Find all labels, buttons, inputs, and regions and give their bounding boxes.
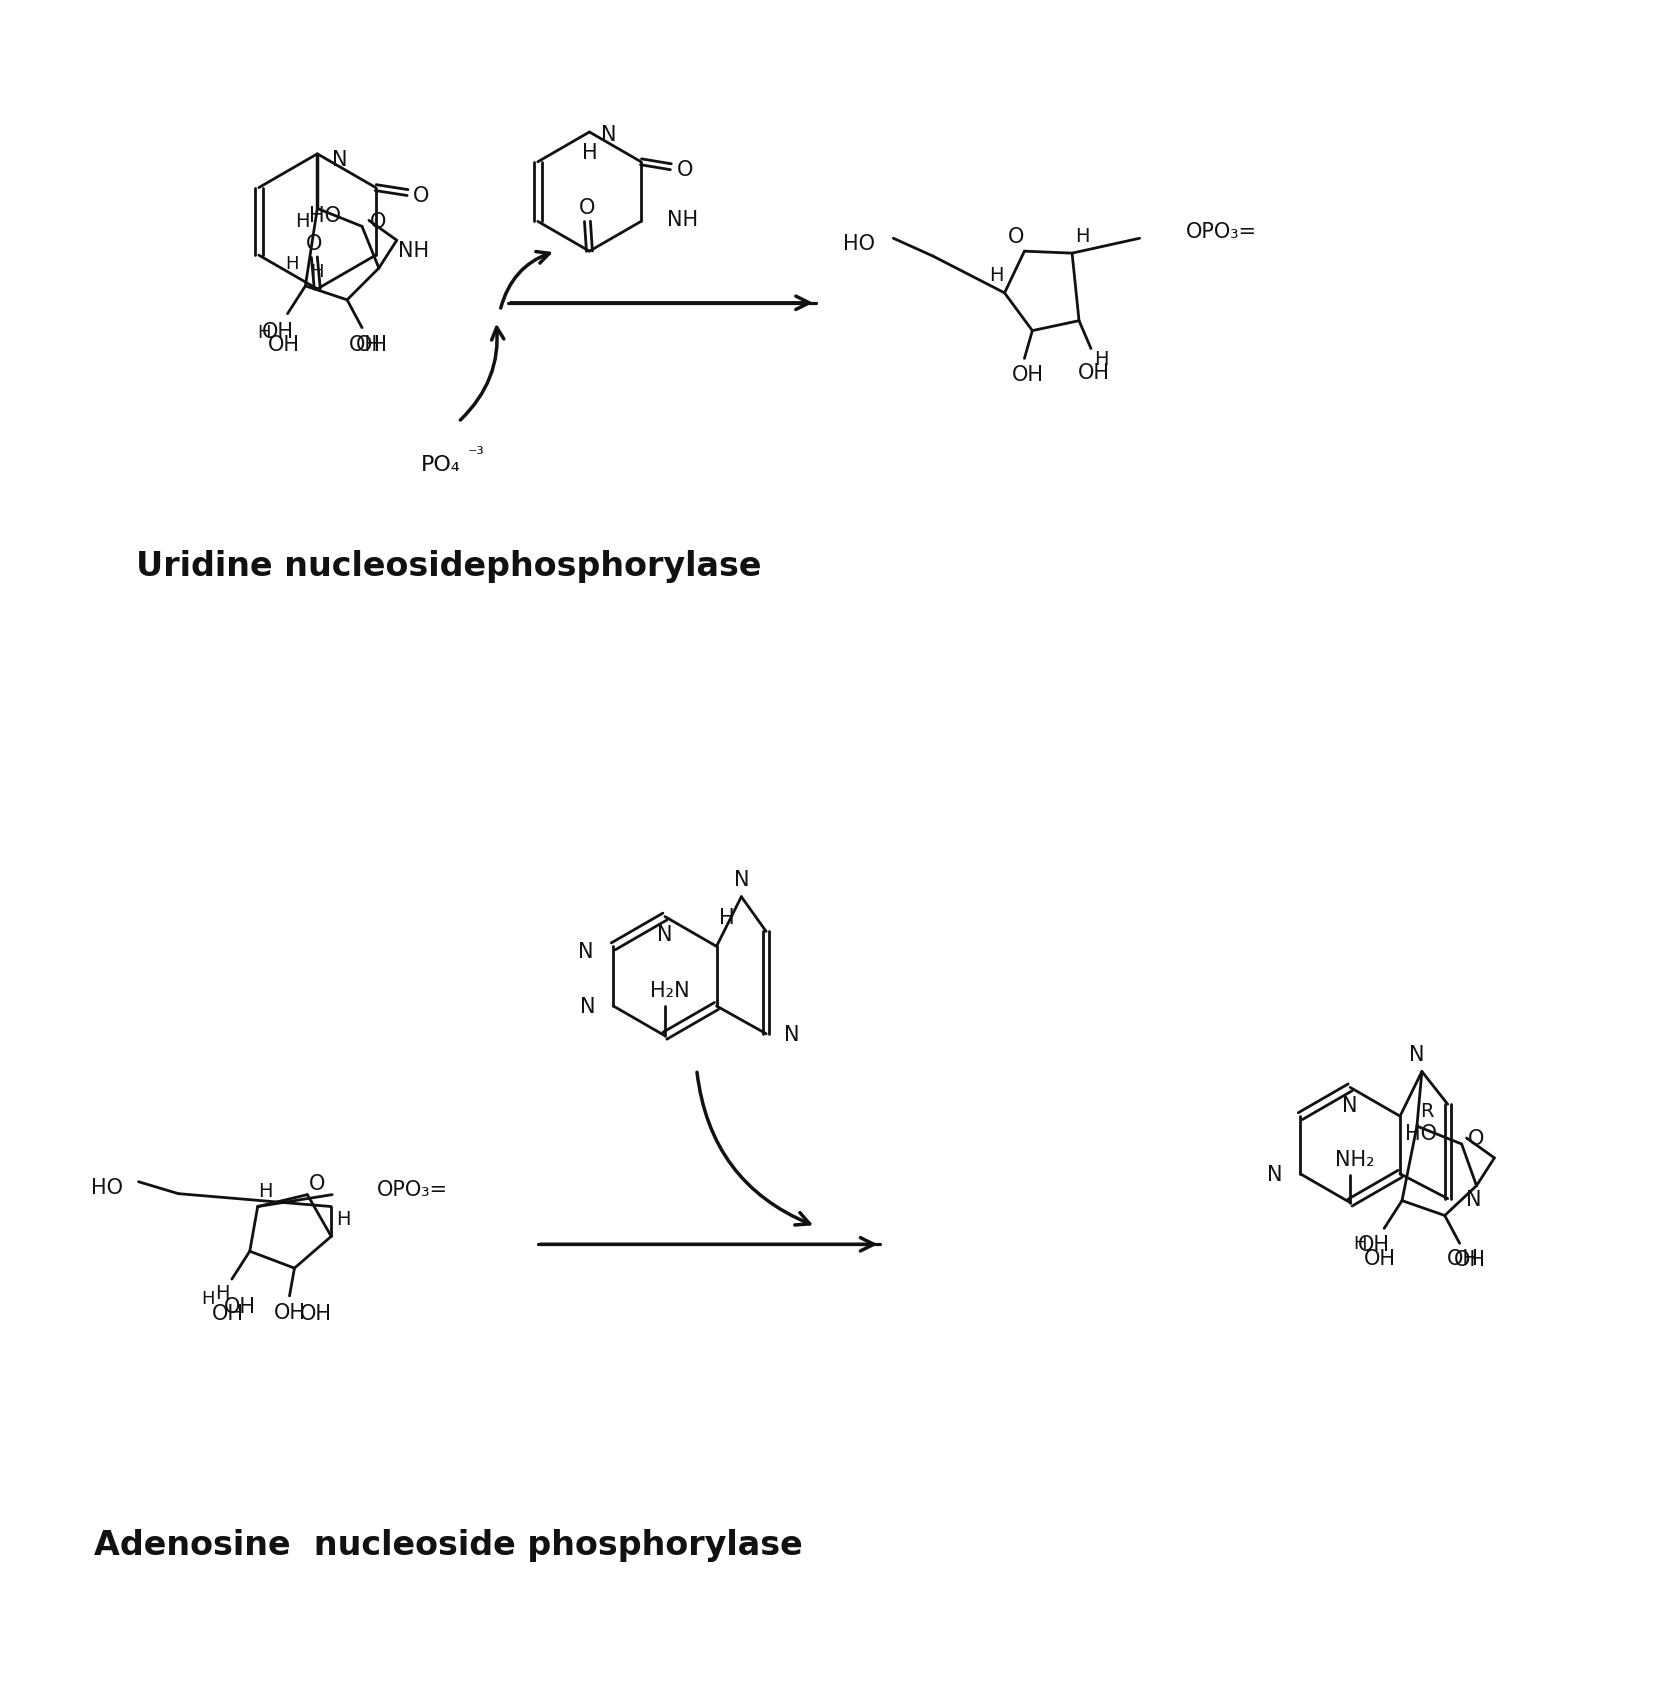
Text: H: H xyxy=(1353,1234,1368,1253)
Text: H: H xyxy=(1075,227,1089,246)
Text: OH: OH xyxy=(356,334,387,355)
Text: OH: OH xyxy=(261,322,294,341)
Text: N: N xyxy=(578,941,593,962)
Text: H: H xyxy=(582,143,597,162)
Text: O: O xyxy=(369,211,386,232)
Text: ⁻³: ⁻³ xyxy=(469,445,485,464)
Text: N: N xyxy=(784,1025,799,1043)
Text: H₂N: H₂N xyxy=(650,980,690,1001)
Text: OH: OH xyxy=(1012,365,1044,385)
Text: H: H xyxy=(258,324,271,341)
Text: H: H xyxy=(718,907,735,928)
Text: H: H xyxy=(311,263,324,281)
Text: H: H xyxy=(214,1284,229,1303)
Text: R: R xyxy=(1419,1101,1434,1120)
Text: HO: HO xyxy=(1404,1124,1436,1144)
Text: N: N xyxy=(656,924,673,945)
Text: OPO₃=: OPO₃= xyxy=(377,1178,449,1199)
Text: OH: OH xyxy=(1365,1248,1396,1269)
Text: OH: OH xyxy=(213,1303,244,1323)
Text: N: N xyxy=(332,150,347,170)
Text: Adenosine  nucleoside phosphorylase: Adenosine nucleoside phosphorylase xyxy=(95,1528,803,1560)
Text: OH: OH xyxy=(274,1303,306,1321)
Text: OH: OH xyxy=(301,1303,332,1323)
Text: HO: HO xyxy=(309,206,341,227)
Text: H: H xyxy=(336,1209,351,1228)
Text: H: H xyxy=(286,256,299,273)
Text: PO₄: PO₄ xyxy=(420,455,460,474)
Text: H: H xyxy=(201,1289,214,1308)
Text: OH: OH xyxy=(1446,1248,1479,1269)
Text: H: H xyxy=(1094,350,1109,368)
Text: O: O xyxy=(309,1173,326,1194)
Text: N: N xyxy=(602,124,617,145)
Text: N: N xyxy=(580,996,595,1016)
Text: O: O xyxy=(414,186,430,205)
Text: HO: HO xyxy=(843,234,876,254)
Text: O: O xyxy=(580,198,595,218)
Text: NH₂: NH₂ xyxy=(1335,1149,1374,1170)
Text: N: N xyxy=(1409,1043,1424,1064)
Text: OH: OH xyxy=(224,1296,256,1316)
Text: N: N xyxy=(1343,1096,1358,1115)
Text: OH: OH xyxy=(1079,363,1110,384)
Text: Uridine nucleosidephosphorylase: Uridine nucleosidephosphorylase xyxy=(136,551,761,583)
Text: OH: OH xyxy=(1454,1250,1486,1270)
Text: OH: OH xyxy=(349,334,381,355)
Text: OH: OH xyxy=(1358,1234,1389,1255)
Text: OPO₃=: OPO₃= xyxy=(1187,222,1258,242)
Text: H: H xyxy=(258,1182,273,1200)
Text: N: N xyxy=(1266,1165,1283,1183)
Text: H: H xyxy=(989,266,1004,285)
Text: O: O xyxy=(1468,1129,1484,1149)
Text: O: O xyxy=(1009,227,1025,247)
Text: NH: NH xyxy=(666,210,698,230)
Text: HO: HO xyxy=(91,1176,123,1197)
Text: O: O xyxy=(676,160,693,179)
Text: N: N xyxy=(1466,1188,1481,1209)
Text: H: H xyxy=(296,211,309,230)
Text: O: O xyxy=(306,234,322,254)
Text: NH: NH xyxy=(397,240,429,261)
Text: OH: OH xyxy=(268,334,299,355)
Text: N: N xyxy=(733,870,750,890)
